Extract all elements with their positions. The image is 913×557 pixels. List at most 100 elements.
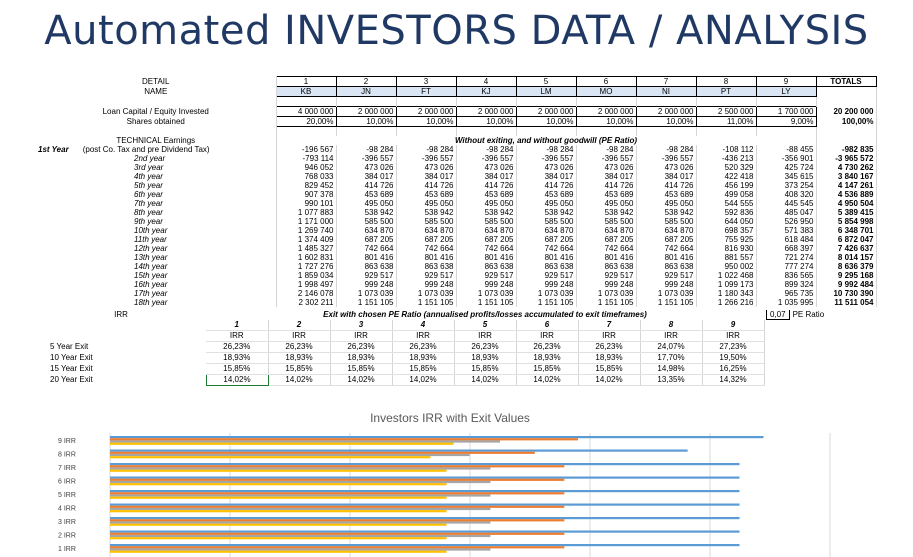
year-row: 10th year 1 269 740 634 870 634 870 634 870 6… [36,226,877,235]
irr-col-label: IRR [640,330,703,342]
year-row: 16th year 1 998 497 999 248 999 248 999 248 9… [36,280,877,289]
chart-bar [110,494,491,497]
empty-cell [816,136,877,145]
year-value: 742 664 [636,244,697,253]
year-total: 8 014 157 [816,253,877,262]
year-row: 17th year 2 146 078 1 073 039 1 073 039 1 07… [36,289,877,298]
year-value: 1 859 034 [276,271,337,280]
chart-category-label: 8 IRR [58,452,76,459]
year-value: 929 517 [336,271,397,280]
year-value: 453 689 [396,190,457,199]
empty-cell [816,126,877,136]
year-value: 816 930 [696,244,757,253]
year-value: 1 022 468 [696,271,757,280]
year-value: 1 073 039 [336,289,397,298]
year-value: 526 950 [756,217,817,226]
year-total: 4 147 261 [816,181,877,190]
year-row: 7th year 990 101 495 050 495 050 495 050 495 … [36,199,877,208]
year-value: -108 112 [696,145,757,154]
year-value: 408 320 [756,190,817,199]
empty-cell [636,126,697,136]
year-value: 473 026 [636,163,697,172]
irr-row: 20 Year Exit 14,02% 14,02% 14,02% 14,02% 14,0… [36,374,864,386]
irr-row: 15 Year Exit 15,85% 15,85% 15,85% 15,85% 15,8… [36,363,864,375]
year-value: -396 557 [396,154,457,163]
year-value: 425 724 [756,163,817,172]
irr-value: 15,85% [516,363,579,375]
empty-cell [764,375,864,386]
irr-col-number: 4 [392,320,455,331]
loan-value: 2 000 000 [455,106,517,117]
empty-cell [36,320,206,331]
year-value: 1 998 497 [276,280,337,289]
shares-value: 10,00% [455,116,517,127]
loan-value: 2 500 000 [695,106,757,117]
year-value: 999 248 [396,280,457,289]
irr-value: 14,02% [516,374,579,386]
chart-bar [110,483,447,486]
chart-bar [110,449,688,452]
header-row-name: NAME KB JN FT KJ LM MO NI PT LY [36,86,877,97]
shares-value: 10,00% [575,116,637,127]
year-value: 1 727 276 [276,262,337,271]
year-label: 5th year [36,181,277,190]
year-label: 8th year [36,208,277,217]
chart-bar [110,505,565,508]
year-value: 414 726 [516,181,577,190]
pe-ratio-label: PE Ratio [792,310,825,319]
irr-value: 17,70% [640,352,703,364]
year-value: 473 026 [516,163,577,172]
year-value: -396 557 [456,154,517,163]
investor-number: 8 [695,76,757,87]
investor-number: 1 [275,76,337,87]
irr-col-number: 1 [206,320,269,331]
chart-bar [110,467,491,470]
year-value: 414 726 [576,181,637,190]
year-value: 863 638 [636,262,697,271]
irr-value: 14,02% [392,374,455,386]
year-value: 495 050 [516,199,577,208]
empty-cell [36,96,277,107]
empty-cell [456,126,517,136]
year-value: 422 418 [696,172,757,181]
empty-cell [36,331,206,342]
chart-bar [110,544,740,547]
chart-bar [110,550,447,553]
empty-cell [816,96,877,107]
year-value: -396 557 [336,154,397,163]
empty-cell [336,126,397,136]
irr-header: Exit with chosen PE Ratio (annualised pr… [323,310,647,319]
tech-header-row: TECHNICAL Earnings Without exiting, and w… [36,136,877,145]
chart-bar [110,532,565,535]
irr-table: IRR Exit with chosen PE Ratio (annualised… [36,310,864,386]
investor-number: 6 [575,76,637,87]
irr-value: 18,93% [516,352,579,364]
first-year-label: 1st Year [38,145,69,154]
irr-row: 5 Year Exit 26,23% 26,23% 26,23% 26,23% 26,23… [36,341,864,353]
chart-category-label: 2 IRR [58,533,76,540]
year-value: 644 050 [696,217,757,226]
year-value: 1 099 173 [696,280,757,289]
investor-number: 2 [335,76,397,87]
year-value: 687 205 [516,235,577,244]
investor-name: FT [395,86,457,97]
earnings-table: DETAIL 1 2 3 4 5 6 7 8 9 TOTALS NAME KB JN FT KJ LM MO NI P… [36,76,877,307]
irr-label: IRR [114,310,128,319]
year-value: 571 383 [756,226,817,235]
year-value: 1 073 039 [576,289,637,298]
chart-bar [110,442,454,445]
year-value: 473 026 [576,163,637,172]
irr-value: 18,93% [454,352,517,364]
year-value: 473 026 [336,163,397,172]
chart-bar [110,469,447,472]
chart-bar [110,510,447,513]
irr-label-row: IRR IRR IRR IRR IRR IRR IRR IRR IRR [36,330,864,342]
chart-category-label: 9 IRR [58,438,76,445]
shares-value: 10,00% [335,116,397,127]
loan-value: 2 000 000 [515,106,577,117]
chart-bar [110,478,565,481]
year-row: 18th year 2 302 211 1 151 105 1 151 105 1 15… [36,298,877,307]
investor-name: LM [515,86,577,97]
chart-bar [110,476,740,479]
year-value: 801 416 [636,253,697,262]
